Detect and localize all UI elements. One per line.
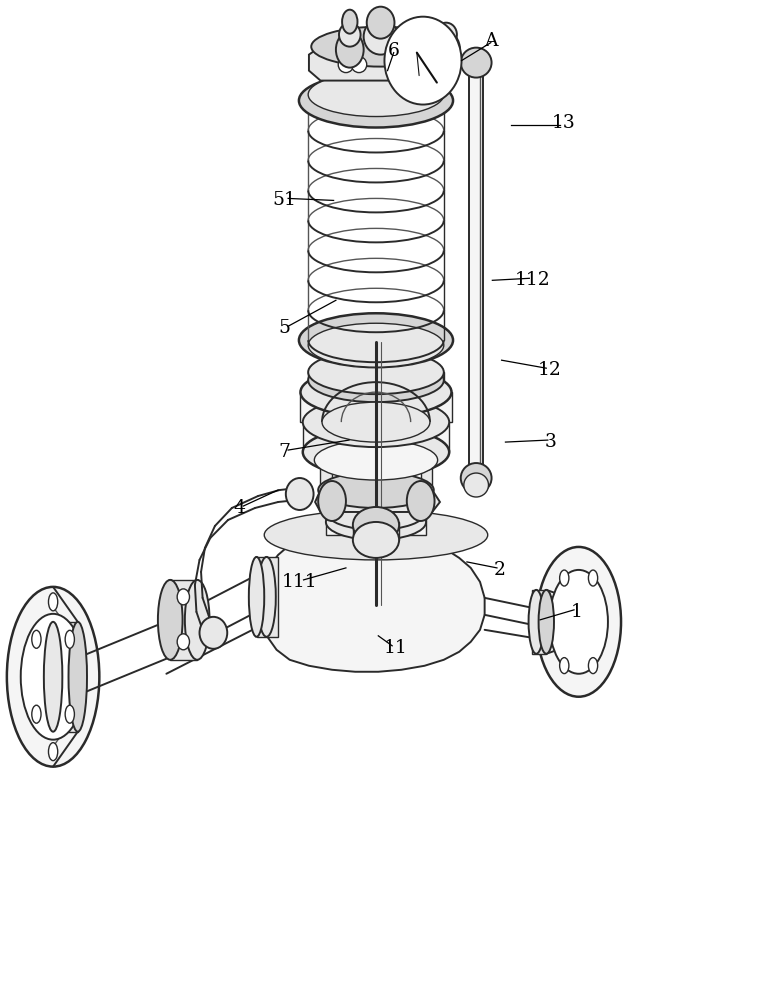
Ellipse shape — [339, 23, 361, 47]
Ellipse shape — [331, 326, 421, 358]
Ellipse shape — [461, 463, 492, 493]
Ellipse shape — [185, 580, 209, 660]
Ellipse shape — [464, 473, 489, 497]
Polygon shape — [171, 580, 197, 660]
Ellipse shape — [32, 630, 41, 648]
Ellipse shape — [177, 634, 189, 650]
Polygon shape — [303, 422, 449, 452]
Ellipse shape — [299, 313, 453, 367]
Ellipse shape — [314, 440, 438, 480]
Ellipse shape — [588, 570, 598, 586]
Ellipse shape — [432, 32, 460, 68]
Ellipse shape — [560, 658, 569, 674]
Ellipse shape — [353, 507, 399, 543]
Ellipse shape — [199, 617, 227, 649]
Polygon shape — [309, 47, 455, 81]
Polygon shape — [533, 590, 547, 654]
Ellipse shape — [364, 19, 398, 55]
Ellipse shape — [318, 481, 346, 521]
Ellipse shape — [264, 510, 488, 560]
Ellipse shape — [303, 427, 449, 477]
Ellipse shape — [308, 323, 444, 367]
Text: 4: 4 — [234, 499, 245, 517]
Ellipse shape — [384, 17, 462, 105]
Ellipse shape — [7, 587, 100, 767]
Ellipse shape — [407, 481, 435, 521]
Ellipse shape — [322, 402, 430, 442]
Text: 7: 7 — [278, 443, 290, 461]
Polygon shape — [326, 512, 426, 535]
Ellipse shape — [353, 522, 399, 558]
Ellipse shape — [435, 23, 457, 47]
Text: 51: 51 — [273, 191, 296, 209]
Ellipse shape — [560, 570, 569, 586]
Polygon shape — [320, 460, 332, 490]
Ellipse shape — [367, 7, 394, 39]
Text: 1: 1 — [571, 603, 583, 621]
Ellipse shape — [318, 472, 434, 508]
Ellipse shape — [311, 27, 450, 67]
Ellipse shape — [588, 658, 598, 674]
Polygon shape — [331, 342, 421, 372]
Text: A: A — [484, 32, 497, 50]
Polygon shape — [315, 490, 440, 512]
Polygon shape — [308, 372, 444, 392]
Ellipse shape — [326, 494, 426, 530]
Ellipse shape — [249, 557, 264, 637]
Ellipse shape — [338, 57, 354, 73]
Ellipse shape — [49, 593, 58, 611]
Ellipse shape — [44, 622, 63, 732]
Text: 5: 5 — [278, 319, 290, 337]
Ellipse shape — [300, 367, 452, 417]
Ellipse shape — [177, 589, 189, 605]
Ellipse shape — [158, 580, 182, 660]
Polygon shape — [421, 460, 432, 490]
Ellipse shape — [69, 622, 87, 732]
Text: 3: 3 — [545, 433, 557, 451]
Polygon shape — [256, 557, 278, 637]
Ellipse shape — [537, 547, 621, 697]
Ellipse shape — [65, 705, 74, 723]
Polygon shape — [469, 71, 483, 470]
Text: 13: 13 — [551, 114, 575, 132]
Polygon shape — [300, 392, 452, 422]
Ellipse shape — [308, 358, 444, 402]
Ellipse shape — [331, 334, 421, 366]
Ellipse shape — [550, 570, 608, 674]
Text: 11: 11 — [384, 639, 407, 657]
Ellipse shape — [318, 442, 434, 478]
Ellipse shape — [65, 630, 74, 648]
Ellipse shape — [326, 504, 426, 540]
Polygon shape — [53, 622, 78, 732]
Text: 111: 111 — [282, 573, 317, 591]
Ellipse shape — [351, 57, 367, 73]
Ellipse shape — [539, 590, 554, 654]
Text: 6: 6 — [388, 42, 400, 60]
Text: 112: 112 — [515, 271, 550, 289]
Ellipse shape — [308, 73, 444, 117]
Ellipse shape — [49, 743, 58, 761]
Ellipse shape — [342, 10, 357, 34]
Ellipse shape — [461, 48, 492, 78]
Ellipse shape — [394, 51, 409, 67]
Ellipse shape — [303, 397, 449, 447]
Polygon shape — [264, 532, 485, 672]
Text: 2: 2 — [494, 561, 506, 579]
Ellipse shape — [21, 614, 86, 740]
Text: 12: 12 — [537, 361, 561, 379]
Ellipse shape — [32, 705, 41, 723]
Ellipse shape — [336, 32, 364, 68]
Ellipse shape — [257, 557, 276, 637]
Ellipse shape — [529, 590, 544, 654]
Ellipse shape — [308, 350, 444, 394]
Ellipse shape — [286, 478, 313, 510]
Ellipse shape — [299, 74, 453, 128]
Polygon shape — [353, 522, 399, 540]
